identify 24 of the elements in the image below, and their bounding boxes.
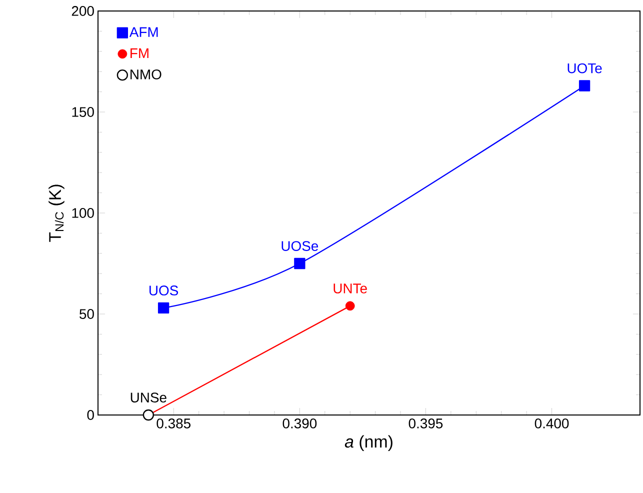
x-tick-label: 0.400: [534, 418, 569, 428]
x-tick-label: 0.390: [282, 418, 317, 428]
annotation: UOTe: [568, 63, 602, 74]
annotation: UNTe: [334, 284, 367, 294]
y-tick-label: 50: [80, 309, 94, 319]
point: [158, 302, 170, 314]
y-axis-title: T$_{N/C}$ (K): [48, 184, 64, 242]
annotation: UOSe: [282, 241, 318, 251]
y-tick-label: 150: [72, 107, 94, 117]
legend-label: AFM: [129, 27, 158, 37]
annotation: UNSe: [130, 392, 166, 402]
legend-label: NMO: [130, 69, 162, 80]
x-tick-label: 0.385: [156, 418, 190, 428]
point: [345, 301, 355, 311]
y-tick-label: 200: [72, 6, 94, 16]
x-axis-title: a (nm): [344, 435, 392, 452]
y-tick-label: 0: [87, 410, 94, 420]
point: [142, 409, 154, 421]
x-tick-label: 0.395: [408, 418, 443, 428]
y-tick-label: 100: [72, 208, 94, 218]
point: [294, 258, 306, 270]
point: [578, 80, 590, 92]
annotation: UOS: [150, 286, 178, 296]
legend-label: FM: [130, 48, 148, 58]
